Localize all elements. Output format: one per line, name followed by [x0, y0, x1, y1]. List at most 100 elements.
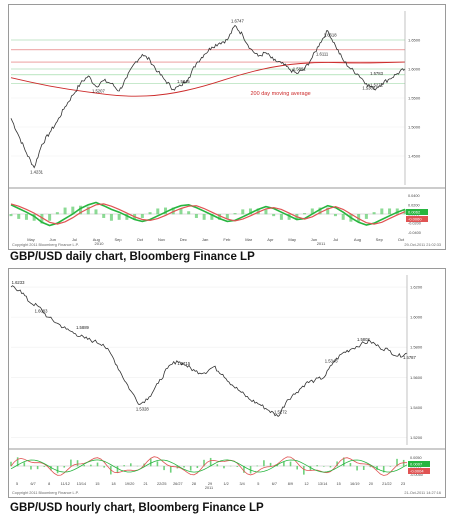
macd-histogram-bar — [362, 466, 365, 470]
macd-histogram-bar — [48, 214, 52, 221]
x-tick-label: Aug — [354, 237, 361, 242]
macd-histogram-bar — [316, 465, 318, 467]
macd-histogram-bar — [164, 207, 168, 215]
macd-value-badge — [408, 461, 430, 467]
macd-histogram-bar — [357, 214, 361, 222]
x-tick-label: 13/14 — [77, 482, 87, 486]
macd-y-tick-label: 0.0050 — [410, 456, 422, 460]
macd-histogram-bar — [86, 206, 90, 215]
macd-histogram-bar — [216, 464, 219, 467]
price-annotation: 1.6233 — [12, 280, 25, 285]
x-tick-label: Jun — [50, 237, 56, 242]
macd-histogram-bar — [171, 207, 175, 215]
macd-histogram-bar — [148, 212, 152, 215]
x-tick-label: Jul — [333, 237, 338, 242]
macd-histogram-bar — [169, 466, 172, 473]
macd-histogram-bar — [289, 461, 292, 467]
x-tick-label: Dec — [180, 237, 187, 242]
price-series-line — [10, 285, 408, 417]
price-annotation: 1.5345 — [177, 79, 190, 84]
macd-histogram-bar — [233, 213, 237, 215]
macd-histogram-bar — [303, 466, 305, 475]
macd-histogram-bar — [116, 466, 119, 473]
macd-histogram-bar — [272, 214, 276, 217]
macd-histogram-bar — [218, 214, 222, 220]
macd-histogram-bar — [276, 464, 279, 467]
price-annotation: 1.5715 — [177, 361, 190, 366]
x-tick-label: 15 — [95, 482, 99, 486]
x-tick-label: May — [288, 237, 296, 242]
macd-signal-line — [10, 459, 408, 473]
macd-histogram-bar — [96, 462, 99, 467]
macd-value-badge — [406, 216, 428, 222]
macd-histogram-bar — [256, 208, 260, 215]
macd-y-tick-label: 0.0400 — [408, 194, 420, 198]
macd-histogram-bar — [117, 214, 121, 220]
macd-histogram-bar — [326, 207, 330, 215]
macd-histogram-bar — [24, 214, 28, 220]
x-tick-label: 23 — [401, 482, 405, 486]
macd-histogram-bar — [163, 466, 165, 471]
macd-histogram-bar — [140, 214, 144, 218]
price-annotation: 1.5207 — [92, 88, 105, 93]
x-tick-label: May — [27, 237, 35, 242]
macd-histogram-bar — [17, 214, 21, 219]
price-annotation: 1.5272 — [370, 82, 383, 87]
x-tick-label: Jun — [311, 237, 317, 242]
x-tick-label: 20 — [369, 482, 373, 486]
macd-histogram-bar — [364, 214, 368, 219]
macd-histogram-bar — [179, 208, 183, 215]
x-tick-label: 6/7 — [272, 482, 277, 486]
macd-histogram-bar — [9, 214, 13, 217]
macd-value-label: 0.0007 — [410, 462, 423, 467]
macd-histogram-bar — [76, 460, 79, 467]
macd-histogram-bar — [236, 466, 239, 467]
macd-histogram-bar — [369, 466, 372, 468]
macd-histogram-bar — [50, 466, 52, 471]
macd-histogram-bar — [32, 214, 36, 221]
macd-histogram-bar — [380, 208, 384, 215]
macd-histogram-bar — [349, 463, 352, 467]
macd-histogram-bar — [63, 207, 67, 215]
macd-histogram-bar — [248, 208, 252, 215]
x-tick-label: Aug — [93, 237, 100, 242]
moving-average-label: 200 day moving average — [250, 91, 310, 97]
x-tick-label: 19/20 — [125, 482, 135, 486]
y-tick-label: 1.4500 — [408, 154, 421, 159]
x-tick-label: 22/25 — [157, 482, 167, 486]
y-tick-label: 1.5400 — [410, 405, 423, 410]
macd-histogram-bar — [264, 209, 268, 215]
x-tick-label: Jan — [202, 237, 208, 242]
y-tick-label: 1.5800 — [410, 345, 423, 350]
price-annotation: 1.6618 — [324, 33, 337, 38]
price-annotation: 1.5783 — [370, 71, 383, 76]
y-tick-label: 1.6000 — [408, 67, 421, 72]
y-tick-label: 1.6500 — [408, 38, 421, 43]
x-tick-label: Mar — [245, 237, 253, 242]
macd-y-tick-label: -0.0400 — [408, 231, 421, 235]
y-tick-label: 1.5600 — [410, 375, 423, 380]
macd-histogram-bar — [287, 214, 291, 220]
price-annotation: 1.6747 — [231, 19, 244, 24]
x-year-label: 2010 — [95, 241, 105, 246]
macd-histogram-bar — [388, 208, 392, 215]
macd-histogram-bar — [342, 457, 345, 467]
macd-value-badge — [406, 209, 428, 215]
x-tick-label: 29 — [208, 482, 212, 486]
x-tick-label: 8/9 — [288, 482, 293, 486]
macd-line — [10, 201, 406, 227]
price-annotation: 1.6111 — [316, 52, 329, 57]
macd-histogram-bar — [303, 213, 307, 215]
macd-histogram-bar — [55, 212, 59, 215]
macd-histogram-bar — [10, 461, 12, 467]
macd-histogram-bar — [109, 214, 113, 221]
macd-histogram-bar — [149, 458, 152, 467]
macd-histogram-bar — [23, 462, 26, 467]
macd-histogram-bar — [372, 212, 376, 215]
macd-histogram-bar — [243, 466, 245, 473]
macd-value-label: -0.0004 — [410, 469, 424, 474]
y-tick-label: 1.6000 — [410, 315, 423, 320]
macd-histogram-bar — [341, 214, 345, 220]
macd-histogram-bar — [210, 214, 214, 220]
macd-histogram-bar — [241, 209, 245, 215]
